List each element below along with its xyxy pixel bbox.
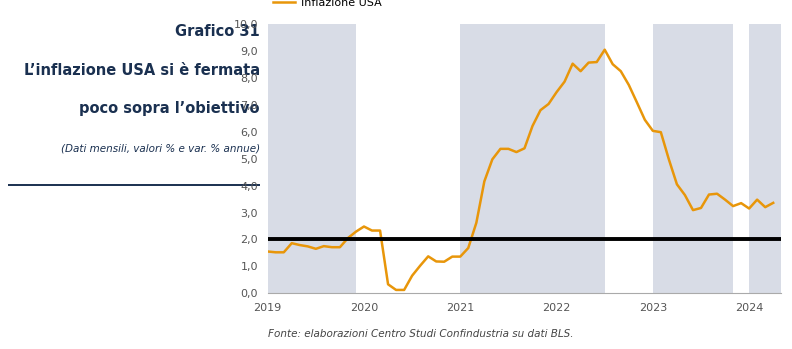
Text: (Dati mensili, valori % e var. % annue): (Dati mensili, valori % e var. % annue) <box>60 143 260 153</box>
Bar <box>460 24 605 293</box>
Bar <box>749 24 781 293</box>
Text: poco sopra l’obiettivo: poco sopra l’obiettivo <box>79 101 260 116</box>
Bar <box>268 24 356 293</box>
Legend: Inflazione USA: Inflazione USA <box>273 0 382 8</box>
Text: L’inflazione USA si è fermata: L’inflazione USA si è fermata <box>24 63 260 78</box>
Bar <box>653 24 733 293</box>
Text: Grafico 31: Grafico 31 <box>175 24 260 39</box>
Text: Fonte: elaborazioni Centro Studi Confindustria su dati BLS.: Fonte: elaborazioni Centro Studi Confind… <box>268 328 573 339</box>
